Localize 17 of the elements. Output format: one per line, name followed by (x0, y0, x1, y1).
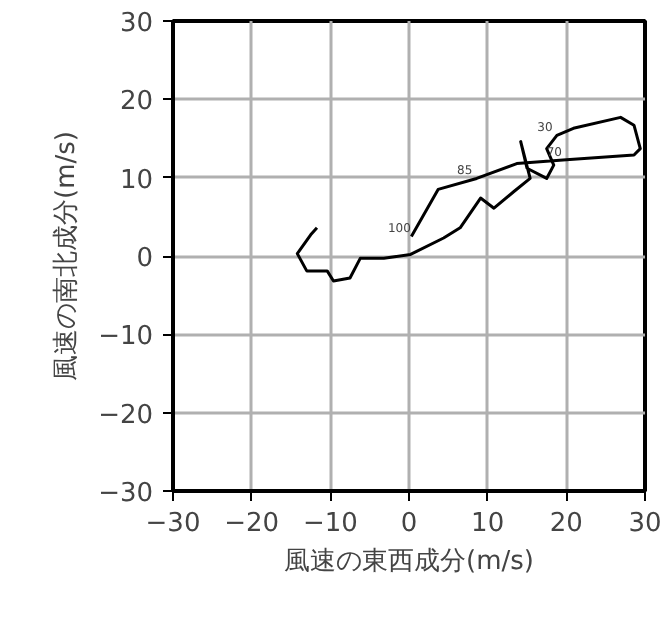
line-series (295, 115, 642, 283)
y-tick-label: −10 (98, 322, 154, 353)
y-tick-label: 30 (119, 9, 154, 39)
x-tick-label: −30 (145, 509, 201, 539)
y-tick-label: −20 (98, 400, 154, 431)
y-tick-label: −30 (98, 479, 154, 509)
x-axis-title: 風速の東西成分(m/s) (284, 547, 534, 577)
y-tick-label: 10 (119, 165, 154, 196)
x-tick-label: 20 (549, 509, 583, 539)
x-tick-label: −10 (302, 509, 358, 539)
x-tick-label: 0 (400, 509, 418, 539)
x-tick-label: 30 (628, 509, 662, 539)
y-tick-label: 20 (119, 87, 154, 118)
y-axis-title: 風速の南北成分(m/s) (52, 131, 83, 381)
x-tick-label: −20 (224, 509, 280, 539)
y-tick-label: 0 (136, 244, 154, 274)
x-tick-label: 10 (471, 509, 505, 539)
